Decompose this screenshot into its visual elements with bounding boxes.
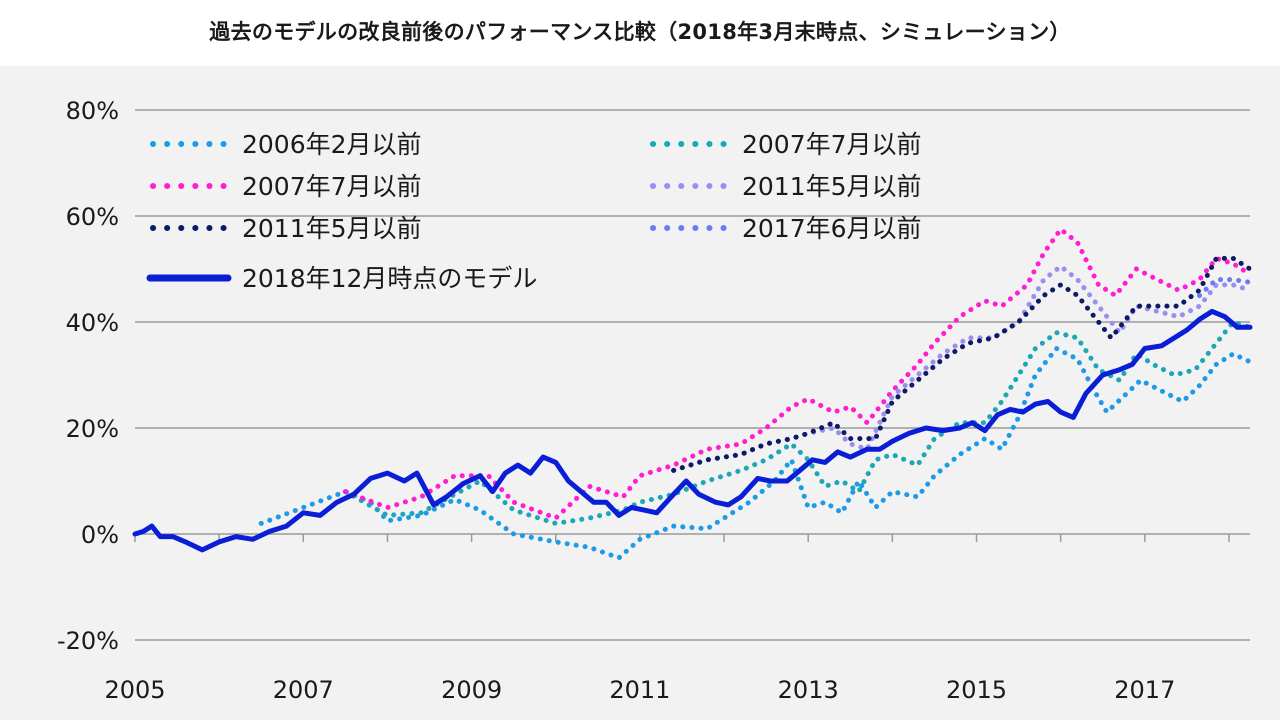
y-tick-label: 0% [81, 521, 119, 549]
series-line-5 [671, 255, 1253, 473]
x-tick-label: 2015 [946, 676, 1007, 704]
x-tick-label: 2013 [778, 676, 839, 704]
legend-label: 2006年2月以前 [242, 130, 422, 159]
plot-area: 80% 60% 40% 20% 0% -20% 2005 2007 2009 2011 2013 20… [0, 66, 1280, 720]
series-line-7 [132, 308, 1253, 553]
legend-item: 2018年12月時点のモデル [146, 264, 537, 293]
y-tick-label: 20% [66, 415, 119, 443]
legend-label: 2011年5月以前 [742, 172, 922, 201]
x-tick-label: 2011 [609, 676, 670, 704]
y-tick-label: 80% [66, 97, 119, 125]
legend-item: 2007年7月以前 [150, 172, 422, 201]
line-chart: 80% 60% 40% 20% 0% -20% 2005 2007 2009 2011 2013 20… [57, 97, 1253, 704]
y-tick-label: 60% [66, 203, 119, 231]
x-tick-label: 2009 [441, 676, 502, 704]
legend-item: 2017年6月以前 [650, 214, 922, 243]
gridlines [135, 109, 1250, 641]
series-line-2 [342, 319, 1253, 526]
legend-item: 2011年5月以前 [650, 172, 922, 201]
y-tick-label: 40% [66, 309, 119, 337]
legend-label: 2017年6月以前 [742, 214, 922, 243]
legend: 2006年2月以前 2007年7月以前 2007年7月以前 2011年5月以前 2011… [146, 130, 922, 293]
x-tick-label: 2005 [104, 676, 165, 704]
y-tick-label: -20% [57, 627, 119, 655]
x-tick-label: 2017 [1114, 676, 1175, 704]
series-lines [132, 226, 1253, 561]
legend-label: 2007年7月以前 [242, 172, 422, 201]
legend-item: 2006年2月以前 [150, 130, 422, 159]
x-tick-label: 2007 [273, 676, 334, 704]
title-bar: 過去のモデルの改良前後のパフォーマンス比較（2018年3月末時点、シミュレーショ… [0, 0, 1280, 66]
series-line-6 [1197, 277, 1253, 298]
legend-label: 2011年5月以前 [242, 214, 422, 243]
legend-label: 2007年7月以前 [742, 130, 922, 159]
legend-label: 2018年12月時点のモデル [242, 264, 537, 293]
chart-title: 過去のモデルの改良前後のパフォーマンス比較（2018年3月末時点、シミュレーショ… [209, 20, 1071, 44]
series-line-1 [258, 346, 1253, 561]
legend-item: 2007年7月以前 [650, 130, 922, 159]
axes: 80% 60% 40% 20% 0% -20% 2005 2007 2009 2011 2013 20… [57, 97, 1230, 704]
legend-item: 2011年5月以前 [150, 214, 422, 243]
